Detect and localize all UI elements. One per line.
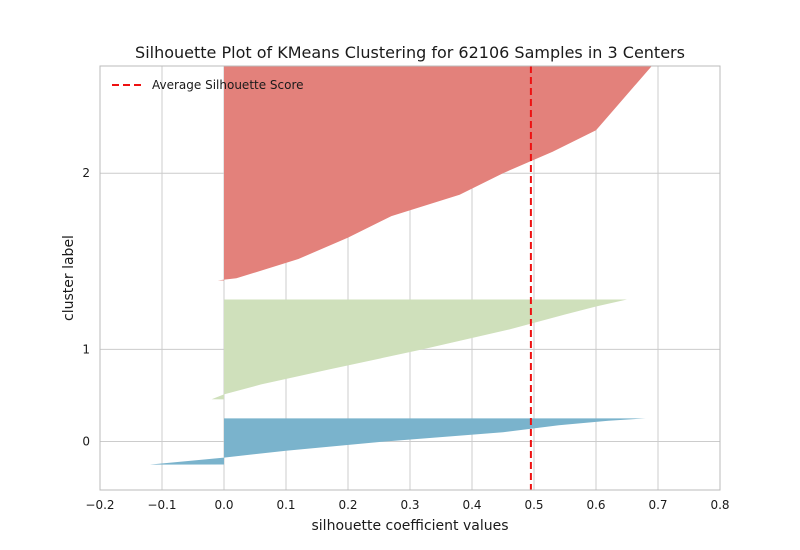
- x-tick-label: 0.4: [462, 498, 481, 512]
- y-axis-ticks: 0 1 2: [82, 166, 90, 448]
- cluster-2-silhouette: [217, 66, 652, 281]
- x-axis-label: silhouette coefficient values: [312, 518, 509, 534]
- x-tick-label: 0.2: [338, 498, 357, 512]
- x-tick-label: 0.6: [586, 498, 605, 512]
- x-tick-label: 0.3: [400, 498, 419, 512]
- x-tick-label: 0.5: [524, 498, 543, 512]
- x-tick-label: −0.1: [147, 498, 176, 512]
- cluster-0-silhouette: [149, 418, 646, 465]
- x-tick-label: −0.2: [85, 498, 114, 512]
- chart-title: Silhouette Plot of KMeans Clustering for…: [135, 43, 685, 62]
- plot-frame: [99, 65, 721, 491]
- x-tick-label: 0.1: [276, 498, 295, 512]
- x-tick-label: 0.0: [214, 498, 233, 512]
- y-tick-label: 0: [82, 434, 90, 448]
- x-tick-label: 0.7: [648, 498, 667, 512]
- y-tick-label: 2: [82, 166, 90, 180]
- y-axis-label: cluster label: [61, 235, 77, 321]
- legend-label: Average Silhouette Score: [152, 78, 304, 92]
- cluster-silhouettes: [149, 66, 652, 465]
- cluster-1-silhouette: [211, 299, 627, 400]
- legend: Average Silhouette Score: [112, 78, 304, 92]
- x-axis-ticks: −0.2 −0.1 0.0 0.1 0.2 0.3 0.4 0.5 0.6 0.7 0.8: [85, 498, 729, 512]
- x-tick-label: 0.8: [710, 498, 729, 512]
- y-tick-label: 1: [82, 342, 90, 356]
